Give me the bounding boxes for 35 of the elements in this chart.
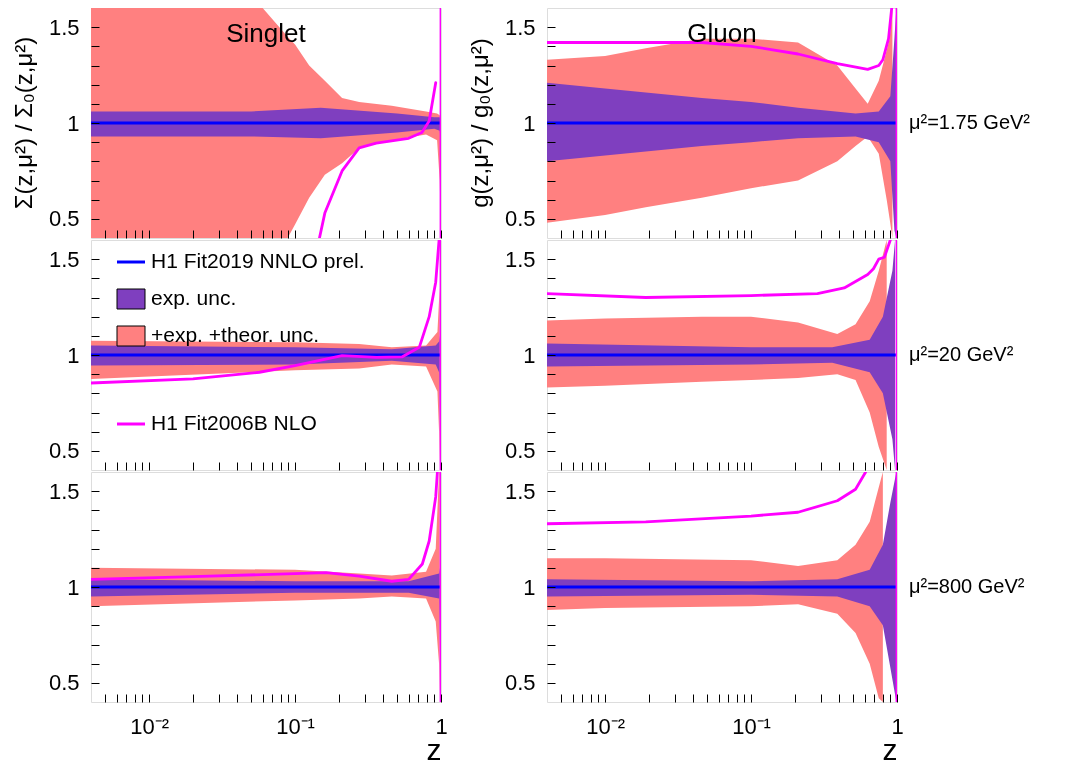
y-tick-label: 0.5 [48,438,80,464]
y-tick-label: 1.5 [48,246,80,272]
y-tick-label: 0.5 [48,206,80,232]
x-tick-label: 10⁻² [130,713,169,739]
text: μ²=20 GeV² [909,343,1014,365]
x-tick-label: 10⁻¹ [276,713,315,739]
text: μ²=800 GeV² [909,575,1025,597]
y-tick-label: 0.5 [504,438,536,464]
legend-label: H1 Fit2006B NLO [151,411,317,434]
legend-label: exp. unc. [151,286,237,309]
x-tick-label: 1 [435,713,448,739]
y-tick-label: 1 [523,342,536,368]
y-tick-label: 1 [523,110,536,136]
y-tick-label: 1 [523,574,536,600]
y-axis-title: g(z,μ²) / g₀(z,μ²) [466,38,493,208]
y-tick-label: 1.5 [504,478,536,504]
y-tick-label: 1 [67,342,80,368]
y-tick-label: 0.5 [48,670,80,696]
chart-title: Gluon [687,18,757,48]
x-tick-label: 10⁻¹ [732,713,771,739]
y-tick-label: 1.5 [504,14,536,40]
legend-label: H1 Fit2019 NNLO prel. [151,249,365,272]
y-tick-label: 1.5 [48,478,80,504]
y-tick-label: 1 [67,574,80,600]
y-tick-label: 0.5 [504,206,536,232]
x-tick-label: 1 [891,713,904,739]
y-tick-label: 1 [67,110,80,136]
y-tick-label: 1.5 [48,14,80,40]
text: μ²=1.75 GeV² [909,111,1031,133]
y-axis-title: Σ(z,μ²) / Σ₀(z,μ²) [10,36,37,210]
legend-label: +exp. +theor. unc. [151,323,320,346]
y-tick-label: 0.5 [504,670,536,696]
chart-title: Singlet [226,18,307,48]
x-tick-label: 10⁻² [586,713,625,739]
y-tick-label: 1.5 [504,246,536,272]
